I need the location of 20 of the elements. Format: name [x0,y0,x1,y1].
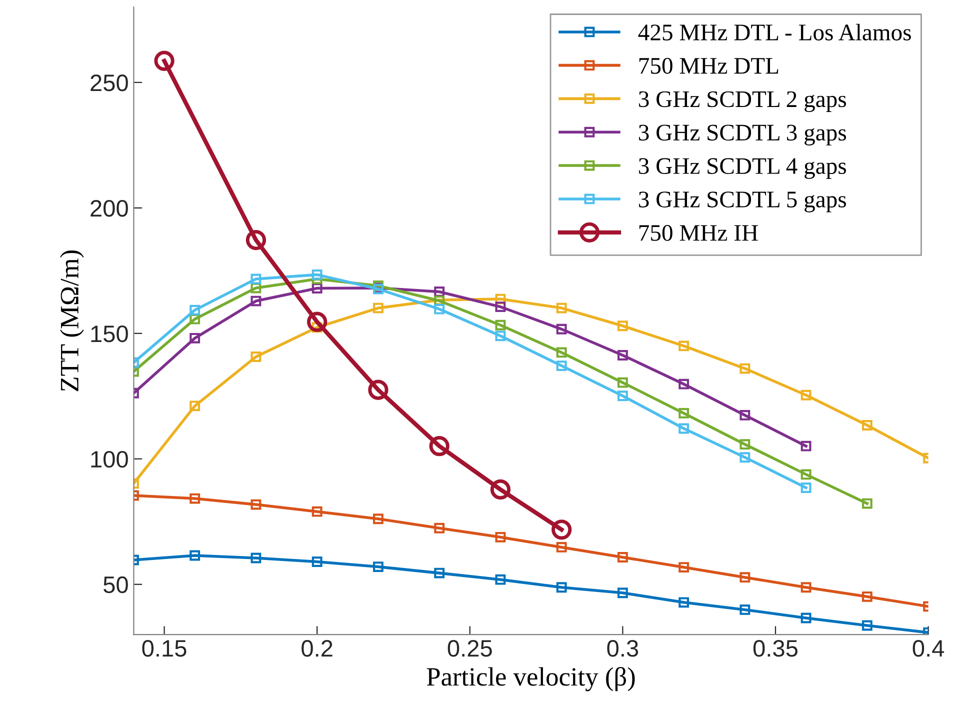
x-tick-label: 0.25 [448,640,492,657]
x-tick-label: 0.35 [753,640,798,657]
legend-label: 3 GHz SCDTL 3 gaps [639,124,846,146]
legend-label: 750 MHz DTL [639,58,778,74]
x-axis-title: Particle velocity (β) [426,666,635,692]
legend-label: 3 GHz SCDTL 2 gaps [639,91,846,112]
legend-label: 3 GHz SCDTL 5 gaps [639,192,846,212]
x-tick-label: 0.4 [912,640,944,657]
y-tick-label: 150 [91,325,128,342]
x-tick-label: 0.2 [302,640,332,657]
y-axis-title: ZTT (MΩ/m) [60,250,84,392]
y-tick-label: 50 [104,576,128,594]
x-tick-label: 0.3 [607,640,638,657]
legend-label: 425 MHz DTL - Los Alamos [638,24,911,40]
x-tick-label: 0.15 [142,640,186,657]
legend-label: 3 GHz SCDTL 4 gaps [639,158,846,179]
y-tick-label: 100 [91,450,128,468]
y-tick-label: 200 [90,200,128,217]
y-tick-label: 250 [90,74,128,92]
legend-label: 750 MHz IH [639,224,758,241]
